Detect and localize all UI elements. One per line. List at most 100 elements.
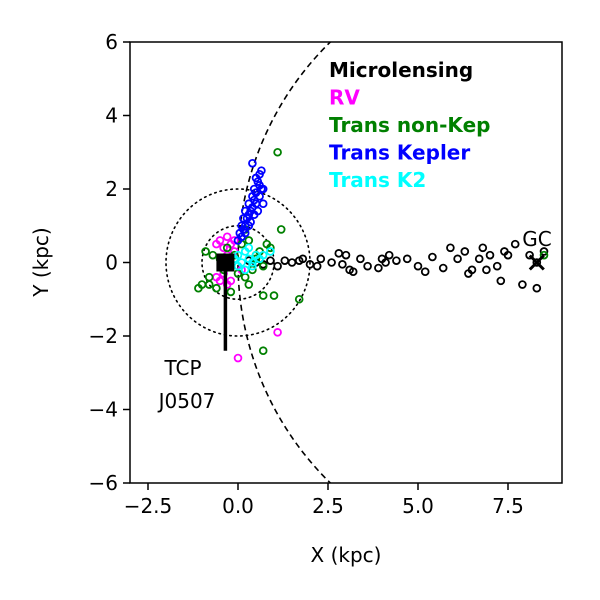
point-trans-non-kep-21 [258, 346, 268, 356]
point-trans-k2-5 [248, 261, 257, 271]
point-trans-kepler-32 [249, 195, 259, 205]
x-tick-label-4: 7.5 [492, 494, 524, 518]
point-trans-kepler-27 [244, 210, 254, 220]
x-tick-label-2: 2.5 [312, 494, 344, 518]
gc-x-marker [528, 254, 545, 271]
point-microlensing-5 [280, 256, 290, 265]
point-microlensing-15 [363, 261, 372, 271]
point-microlensing-40 [482, 265, 491, 275]
point-trans-k2-13 [248, 258, 257, 267]
point-trans-kepler-16 [258, 199, 268, 209]
legend-entry-trans-non-kep: Trans non-Kep [329, 113, 490, 137]
point-microlensing-30 [492, 261, 502, 271]
point-microlensing-14 [356, 254, 365, 264]
point-trans-kepler-18 [257, 166, 266, 175]
point-microlensing-28 [478, 243, 488, 253]
axis-ticks: −2.5 0.0 2.5 5.0 7.5 −6 −4 −2 0 2 4 6 [89, 30, 524, 518]
point-microlensing-21 [428, 252, 437, 262]
point-trans-non-kep-19 [269, 291, 279, 300]
x-tick-label-1: 0.0 [222, 494, 254, 518]
y-tick-label-0: −6 [89, 471, 118, 495]
point-microlensing-12 [341, 250, 351, 260]
point-microlensing-17 [384, 250, 394, 260]
legend-entry-rv: RV [329, 86, 360, 110]
point-trans-non-kep-1 [204, 272, 214, 282]
data-markers [194, 147, 549, 363]
point-trans-kepler-30 [251, 173, 261, 183]
point-rv-7 [215, 276, 225, 286]
point-microlensing-36 [532, 283, 542, 293]
point-microlensing-6 [287, 258, 297, 267]
point-microlensing-11 [338, 260, 347, 269]
point-trans-non-kep-11 [240, 272, 250, 282]
point-microlensing-48 [348, 267, 358, 276]
point-trans-kepler-31 [258, 184, 268, 194]
point-microlensing-42 [381, 258, 390, 267]
point-trans-non-kep-22 [258, 291, 268, 300]
point-rv-12 [273, 328, 282, 337]
point-microlensing-4 [273, 261, 282, 271]
series-microlensing [244, 239, 549, 293]
point-rv-2 [219, 243, 228, 253]
point-rv-3 [222, 232, 232, 242]
x-tick-label-3: 5.0 [402, 494, 434, 518]
x-tick-label-0: −2.5 [124, 494, 173, 518]
y-tick-label-3: 0 [105, 251, 118, 275]
target-label-line2: J0507 [157, 389, 216, 413]
legend-entry-trans-kepler: Trans Kepler [329, 141, 470, 165]
point-trans-non-kep-3 [208, 250, 218, 260]
y-axis-label: Y (kpc) [29, 227, 53, 297]
point-trans-non-kep-6 [222, 243, 232, 253]
point-microlensing-39 [500, 247, 509, 256]
point-trans-non-kep-31 [244, 280, 254, 289]
dotted-circle-0 [165, 188, 311, 337]
gc-label: GC [522, 227, 551, 251]
point-microlensing-31 [496, 276, 506, 286]
point-trans-k2-12 [244, 243, 254, 253]
point-microlensing-37 [539, 247, 549, 256]
point-rv-11 [233, 353, 243, 363]
target-label-line1: TCP [163, 356, 201, 380]
point-microlensing-24 [453, 254, 462, 264]
point-trans-non-kep-18 [266, 243, 275, 253]
point-trans-k2-9 [266, 247, 275, 256]
point-trans-non-kep-16 [258, 261, 268, 271]
x-axis-label: X (kpc) [311, 543, 382, 567]
point-microlensing-46 [464, 269, 473, 278]
point-trans-non-kep-23 [294, 294, 304, 304]
point-trans-kepler-22 [246, 217, 255, 227]
y-tick-label-5: 4 [105, 104, 118, 128]
point-microlensing-44 [312, 261, 322, 271]
plot-area [165, 42, 549, 483]
point-microlensing-45 [374, 263, 383, 273]
point-microlensing-27 [474, 254, 484, 264]
point-microlensing-34 [518, 280, 527, 289]
point-trans-non-kep-32 [204, 280, 214, 289]
point-microlensing-35 [525, 250, 534, 260]
point-trans-non-kep-30 [539, 250, 549, 260]
point-microlensing-29 [485, 250, 495, 260]
point-microlensing-43 [334, 249, 344, 258]
point-microlensing-19 [402, 254, 412, 264]
y-tick-label-2: −2 [89, 324, 118, 348]
point-trans-non-kep-26 [212, 283, 221, 293]
point-microlensing-25 [460, 247, 470, 256]
point-microlensing-41 [413, 261, 423, 271]
point-trans-kepler-28 [239, 225, 248, 234]
y-tick-label-4: 2 [105, 177, 118, 201]
point-rv-10 [226, 276, 236, 286]
point-microlensing-3 [266, 256, 275, 265]
point-microlensing-10 [327, 258, 336, 267]
point-trans-kepler-26 [251, 188, 261, 197]
point-trans-k2-8 [258, 250, 268, 260]
point-trans-non-kep-25 [194, 283, 203, 293]
point-trans-non-kep-2 [201, 247, 210, 256]
point-microlensing-33 [510, 239, 520, 249]
point-trans-kepler-17 [248, 158, 257, 168]
y-tick-label-1: −4 [89, 398, 118, 422]
legend-entry-microlensing: Microlensing [329, 58, 473, 82]
point-microlensing-9 [316, 254, 326, 264]
point-trans-kepler-25 [248, 203, 257, 212]
y-tick-label-6: 6 [105, 30, 118, 54]
